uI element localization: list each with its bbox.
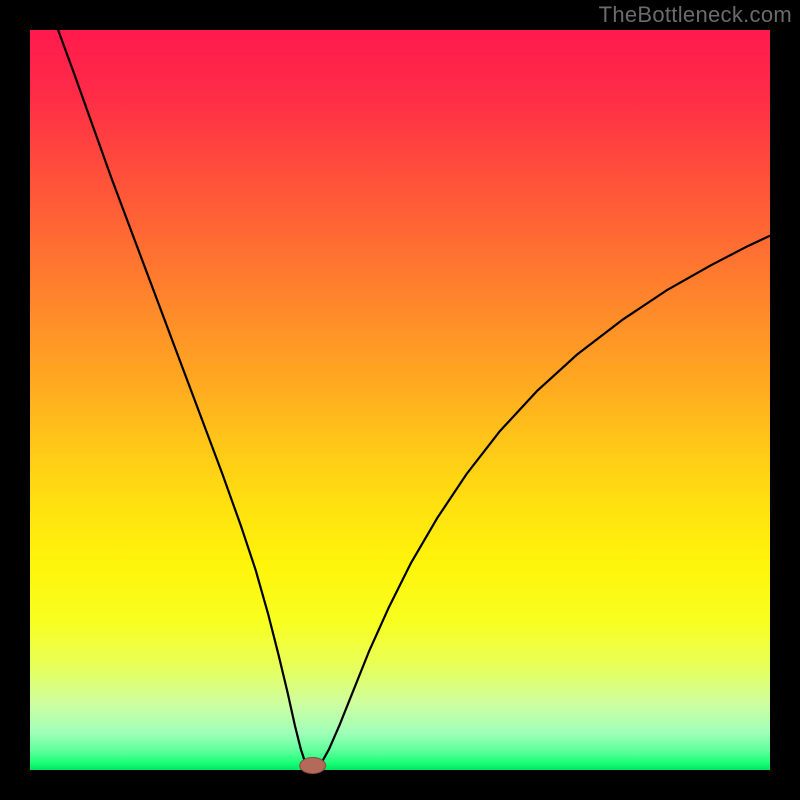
chart-container: TheBottleneck.com xyxy=(0,0,800,800)
plot-background xyxy=(30,30,770,770)
optimum-marker xyxy=(300,758,326,774)
bottleneck-chart xyxy=(0,0,800,800)
watermark-text: TheBottleneck.com xyxy=(599,2,792,28)
